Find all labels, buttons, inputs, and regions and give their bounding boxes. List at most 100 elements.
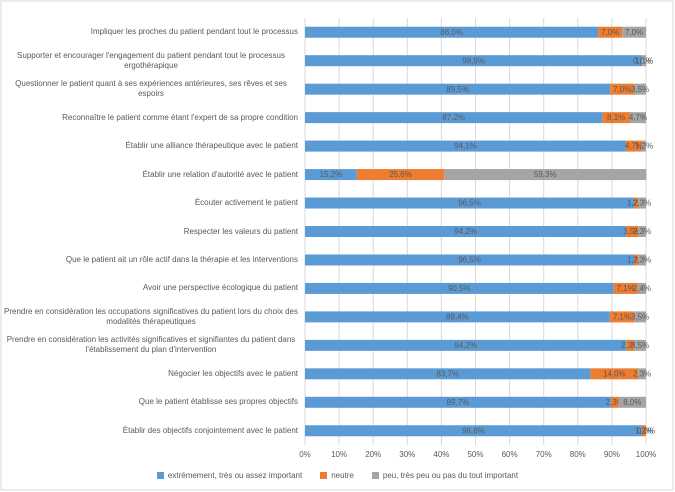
legend-label: extrémement, très ou assez important (167, 471, 303, 480)
legend-swatch (320, 472, 328, 479)
data-label: 2,3% (621, 341, 639, 350)
legend-label: neutre (331, 471, 354, 480)
data-label: 1,2% (627, 256, 645, 265)
bar-segment (305, 368, 591, 380)
data-label: 2,4% (633, 284, 651, 293)
data-label: 7,0% (601, 28, 619, 37)
category-text: Impliquer les proches du patient pendant… (90, 27, 298, 37)
category-text: Reconnaître le patient comme étant l'exp… (62, 112, 298, 122)
data-label: 3,5% (631, 313, 649, 322)
data-label: 0,0% (637, 426, 655, 435)
legend-label: peu, très peu ou pas du tout important (382, 471, 519, 480)
data-label: 4,7% (629, 113, 647, 122)
legend-item: peu, très peu ou pas du tout important (371, 471, 519, 480)
data-label: 2,3% (633, 227, 651, 236)
category-text: Établir une relation d'autorité avec le … (142, 169, 298, 179)
category-label: Prendre en considération les activités s… (4, 332, 298, 358)
x-tick-label: 30% (399, 450, 415, 459)
bar-segment (305, 83, 611, 95)
data-label: 25,6% (389, 170, 412, 179)
data-label: 3,5% (623, 227, 641, 236)
data-label: 15,2% (320, 170, 343, 179)
data-label: 8,1% (607, 113, 625, 122)
bar-segment (305, 112, 603, 124)
bar-segment (629, 112, 646, 124)
data-label: 89,5% (446, 85, 469, 94)
bar-segment (610, 396, 619, 408)
bar-segment (305, 55, 643, 67)
legend-item: extrémement, très ou assez important (156, 471, 303, 480)
data-label: 59,3% (534, 170, 557, 179)
data-label: 89,7% (447, 398, 470, 407)
bar-segment (637, 282, 646, 294)
x-tick-label: 40% (433, 450, 449, 459)
category-text: Prendre en considération les occupations… (4, 306, 298, 326)
bar-segment (305, 254, 635, 266)
bar-segment (626, 226, 639, 237)
x-tick-label: 0% (299, 450, 311, 459)
data-label: 3,5% (631, 341, 649, 350)
category-text: Avoir une perspective écologique du pati… (142, 283, 298, 293)
data-label: 89,4% (446, 313, 469, 322)
data-label: 7,1% (613, 313, 631, 322)
data-label: 2,3% (633, 369, 651, 378)
legend-swatch (371, 472, 379, 479)
legend-item: neutre (320, 471, 354, 480)
bar-segment (613, 282, 638, 294)
bar-segment (305, 26, 599, 38)
category-text: Que le patient ait un rôle actif dans la… (65, 254, 298, 264)
data-label: 1,1% (635, 56, 653, 65)
x-tick-label: 10% (331, 450, 347, 459)
bar-segment (356, 169, 445, 181)
legend: extrémement, très ou assez important neut… (0, 471, 675, 480)
data-label: 2,3% (633, 256, 651, 265)
bar-segment (638, 254, 646, 266)
bar-segment (625, 140, 642, 152)
bar-segment (642, 55, 646, 67)
data-label: 1,2% (627, 199, 645, 208)
data-label: 7,0% (613, 85, 631, 94)
data-label: 4,7% (625, 142, 643, 151)
category-label: Respecter les valeurs du patient (4, 219, 298, 245)
bar-segment (638, 197, 646, 209)
bar-segment (622, 26, 646, 38)
category-text: Écouter activement le patient (194, 198, 298, 208)
bar-segment (638, 368, 646, 380)
bar-segment (634, 254, 639, 266)
category-text: Établir des objectifs conjointement avec… (122, 425, 298, 435)
data-label: 94,2% (454, 341, 477, 350)
bar-segment (609, 311, 635, 323)
category-label: Prendre en considération les occupations… (4, 304, 298, 330)
data-label: 98,9% (462, 56, 485, 65)
category-label: Supporter et encourager l'engagement du … (4, 48, 298, 74)
data-label: 1,2% (635, 142, 653, 151)
category-text: Supporter et encourager l'engagement du … (17, 50, 285, 70)
category-text: Respecter les valeurs du patient (183, 226, 298, 236)
data-label: 94,1% (454, 142, 477, 151)
x-tick-label: 90% (604, 450, 620, 459)
x-tick-label: 20% (365, 450, 381, 459)
x-tick-label: 100% (636, 450, 656, 459)
bar-segment (618, 396, 646, 408)
data-label: 3,5% (631, 85, 649, 94)
data-label: 2,3% (606, 398, 624, 407)
bar-segment (305, 282, 614, 294)
category-text: Questionner le patient quant à ses expér… (15, 79, 287, 99)
bar-segment (305, 140, 626, 152)
data-label: 96,5% (458, 199, 481, 208)
bar-segment (634, 339, 646, 351)
bar-segment (602, 112, 630, 124)
data-label: 14,0% (603, 369, 626, 378)
bar-segment (305, 396, 611, 408)
data-label: 96,5% (458, 256, 481, 265)
category-label: Impliquer les proches du patient pendant… (4, 19, 298, 45)
category-label: Reconnaître le patient comme étant l'exp… (4, 105, 298, 131)
x-tick-label: 50% (467, 450, 483, 459)
x-tick-label: 80% (570, 450, 586, 459)
legend-swatch (156, 472, 164, 479)
bar-segment (598, 26, 623, 38)
category-label: Questionner le patient quant à ses expér… (4, 76, 298, 102)
